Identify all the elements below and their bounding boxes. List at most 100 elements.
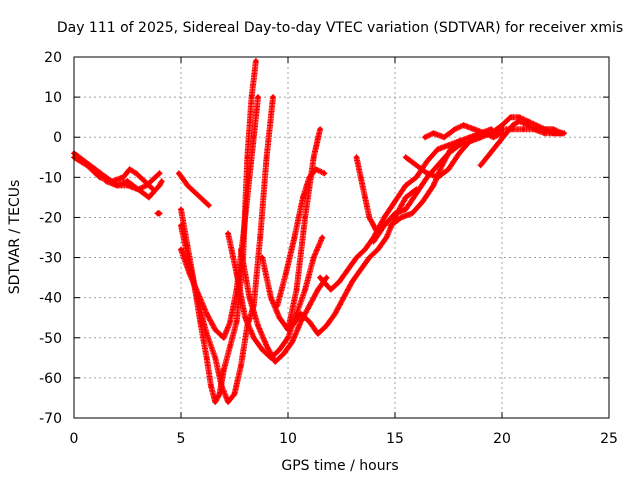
data-point [178,223,184,228]
data-point [414,175,419,180]
data-point [328,287,333,292]
series-arc-12 [274,166,328,309]
data-point [350,279,355,284]
data-point [553,131,558,136]
data-point [403,195,408,200]
data-point [431,131,436,136]
data-point [367,215,372,220]
data-point [277,347,282,352]
data-point [354,155,359,160]
data-point [285,335,291,340]
series-arc-6 [178,58,259,405]
data-point [422,135,428,140]
data-point [97,175,102,180]
data-point [251,335,256,340]
data-point [247,175,252,180]
data-point [516,115,522,120]
x-tick-label: 10 [279,431,297,447]
x-tick-label: 20 [493,431,511,447]
data-point [294,287,299,292]
data-point [525,119,530,124]
data-point [292,235,297,240]
series-arc-5 [175,170,212,209]
data-point [133,171,139,176]
y-tick-label: 10 [44,90,62,106]
data-point [240,235,246,240]
data-point [332,311,338,316]
data-point [484,155,490,160]
series-arc-15 [353,154,381,237]
data-point [213,399,218,405]
data-point [315,287,321,292]
data-point [435,175,440,180]
data-point [362,247,368,252]
data-point [534,123,539,128]
data-point [307,303,312,308]
data-point [243,315,248,320]
data-point [446,167,451,172]
grid-lines [74,57,609,418]
data-point [213,327,218,332]
data-point [392,199,398,204]
data-point [277,315,282,320]
data-point [442,135,447,140]
data-point [320,235,325,240]
data-point [142,179,147,184]
data-point [452,127,458,132]
series-arc-16 [370,134,484,245]
data-point [384,235,389,240]
data-point [125,179,130,184]
y-tick-label: -70 [39,411,62,427]
data-point [270,94,276,100]
data-point [153,175,158,180]
data-point [114,183,120,188]
data-point [202,199,207,204]
data-point [264,155,269,160]
data-marker-path [370,134,484,245]
data-point [414,191,419,196]
data-point [497,139,503,144]
data-point [324,275,329,280]
data-point [285,327,291,332]
data-point [439,163,445,168]
data-point [225,399,231,405]
data-point [367,255,372,260]
data-point [283,271,289,276]
data-point [313,167,318,172]
data-point [228,319,233,324]
data-point [414,163,419,168]
data-point [127,167,132,172]
data-point [176,171,182,176]
data-point [424,159,430,164]
data-point [300,195,306,200]
data-point [311,155,316,160]
data-point [311,255,316,260]
data-point [204,331,209,336]
data-point [482,131,488,136]
data-point [206,203,211,208]
data-point [521,127,526,132]
data-point [157,171,162,176]
data-marker-path [477,118,565,169]
data-point [204,355,209,360]
data-point [249,94,254,100]
data-point [213,355,218,360]
data-point [247,295,252,300]
data-point [375,247,381,252]
data-point [341,295,346,300]
data-point [268,295,274,300]
x-axis-label: GPS time / hours [281,458,398,474]
data-point [298,319,303,324]
data-point [478,163,483,168]
chart-title: Day 111 of 2025, Sidereal Day-to-day VTE… [57,20,623,36]
data-point [228,343,233,348]
data-point [260,255,265,260]
data-point [157,183,162,188]
data-point [324,323,329,328]
data-point [315,331,321,336]
y-tick-label: 0 [53,130,62,146]
data-point [225,231,231,236]
data-point [508,115,513,120]
